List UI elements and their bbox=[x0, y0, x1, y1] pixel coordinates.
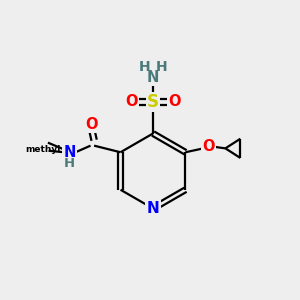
Text: O: O bbox=[125, 94, 138, 110]
Text: N: N bbox=[63, 145, 76, 160]
Text: S: S bbox=[147, 93, 159, 111]
Text: H: H bbox=[64, 157, 75, 170]
Text: N: N bbox=[147, 70, 159, 85]
Text: H: H bbox=[139, 60, 151, 74]
Text: O: O bbox=[168, 94, 181, 110]
Text: O: O bbox=[85, 116, 98, 131]
Text: N: N bbox=[147, 201, 159, 216]
Text: methyl: methyl bbox=[26, 145, 61, 154]
Text: H: H bbox=[155, 60, 167, 74]
Text: O: O bbox=[202, 139, 215, 154]
